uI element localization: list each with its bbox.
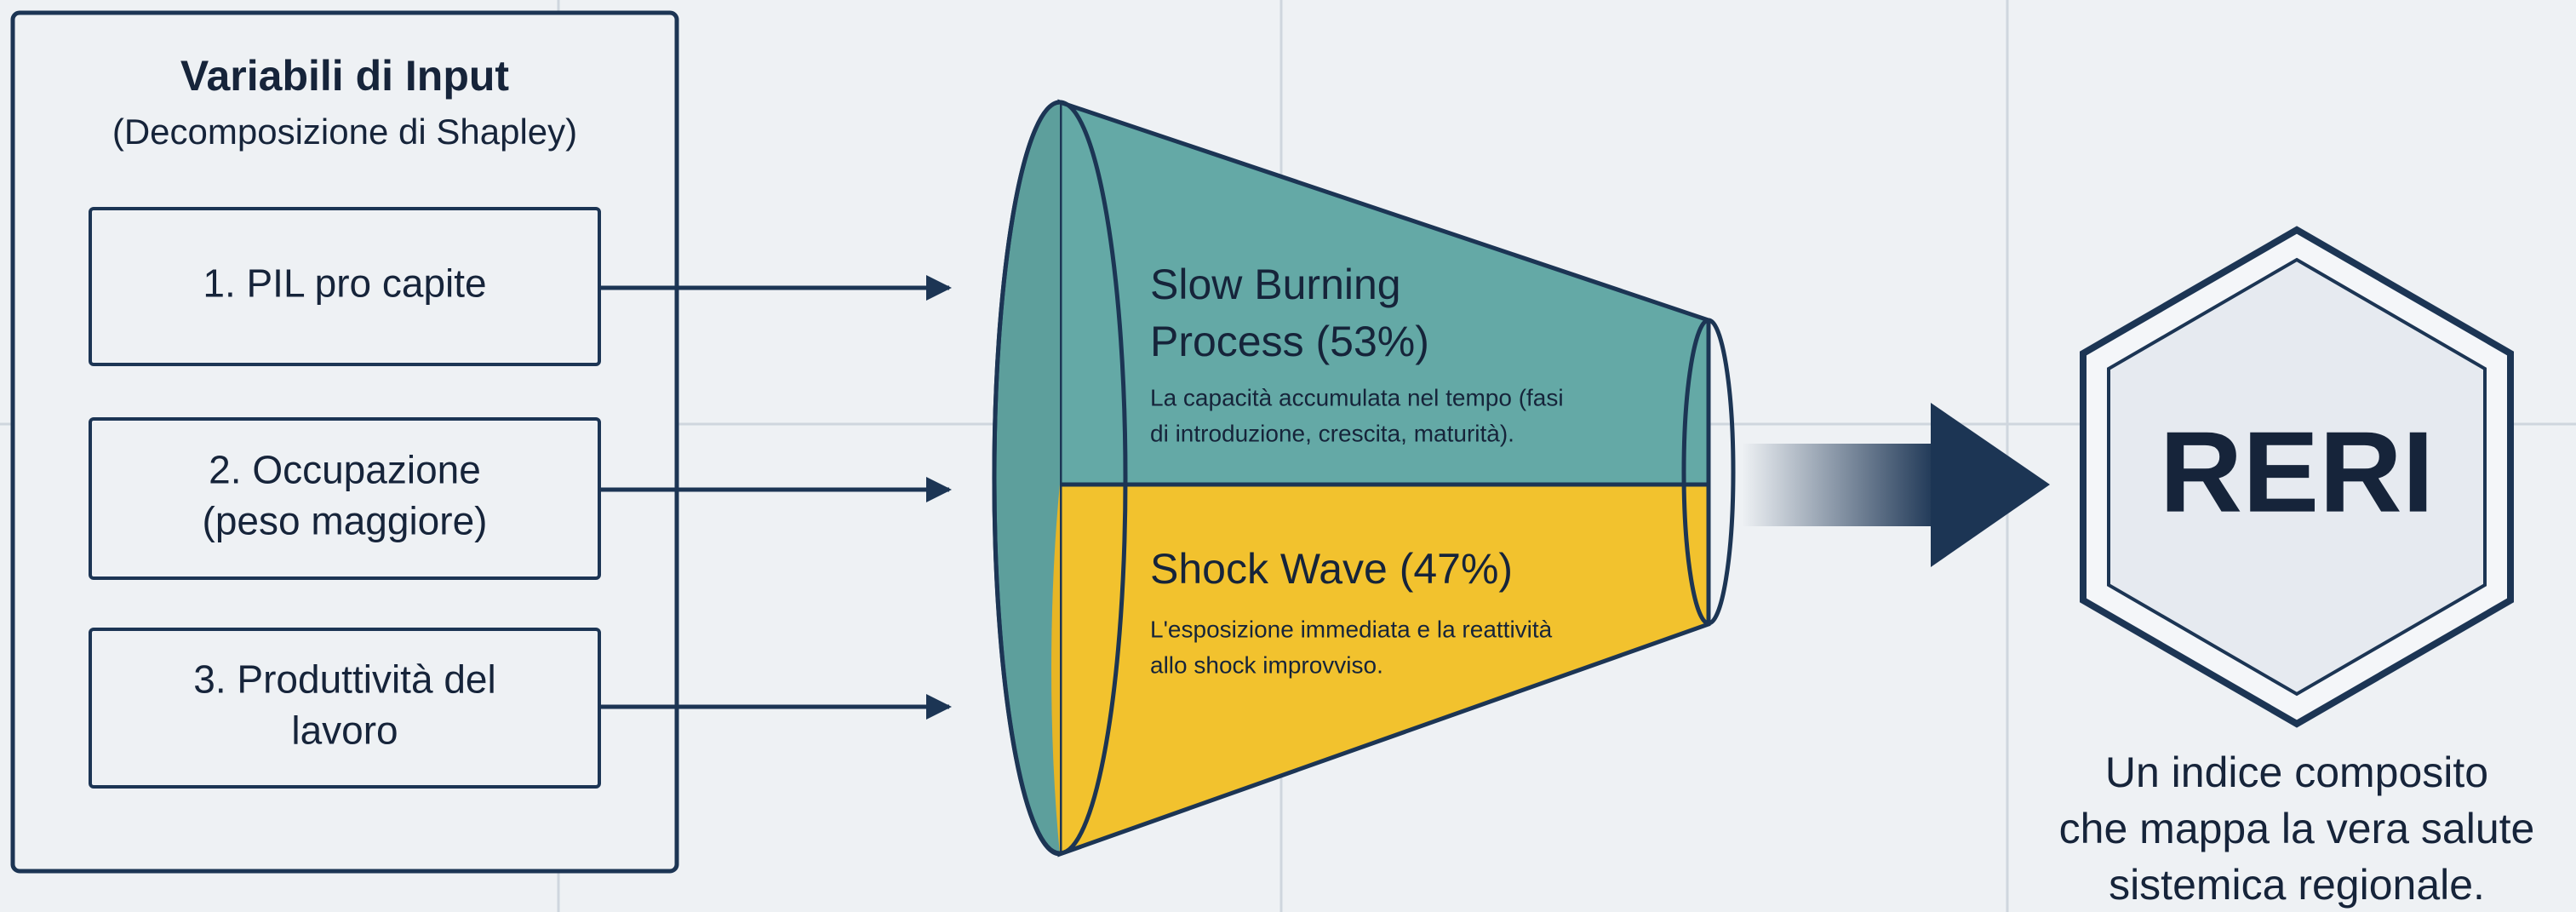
section-title: Shock Wave (47%) — [1150, 545, 1513, 593]
output-caption: Un indice composito che mappa la vera sal… — [2059, 749, 2535, 909]
page: Variabili di Input (Decomposizione di Sh… — [0, 0, 2576, 912]
section-description: allo shock improvviso. — [1150, 651, 1383, 678]
reri-label: RERI — [2160, 408, 2435, 536]
section-description: La capacità accumulata nel tempo (fasi — [1150, 384, 1564, 410]
section-description: di introduzione, crescita, maturità). — [1150, 420, 1514, 446]
caption-line: sistemica regionale. — [2109, 861, 2485, 909]
input-label: lavoro — [291, 708, 398, 753]
section-title: Slow Burning — [1150, 261, 1401, 308]
input-label: 3. Produttività del — [193, 657, 495, 702]
input-label: 2. Occupazione — [209, 448, 481, 492]
caption-line: che mappa la vera salute — [2059, 805, 2535, 852]
input-label: 1. PIL pro capite — [203, 261, 486, 306]
output-arrow-shaft — [1742, 444, 1938, 526]
diagram: Variabili di Input (Decomposizione di Sh… — [0, 0, 2576, 912]
panel-title: Variabili di Input — [180, 52, 510, 100]
section-title: Process (53%) — [1150, 318, 1429, 365]
panel-subtitle: (Decomposizione di Shapley) — [112, 112, 577, 152]
caption-line: Un indice composito — [2105, 749, 2488, 796]
section-description: L'esposizione immediata e la reattività — [1150, 616, 1553, 642]
input-label: (peso maggiore) — [203, 499, 488, 543]
